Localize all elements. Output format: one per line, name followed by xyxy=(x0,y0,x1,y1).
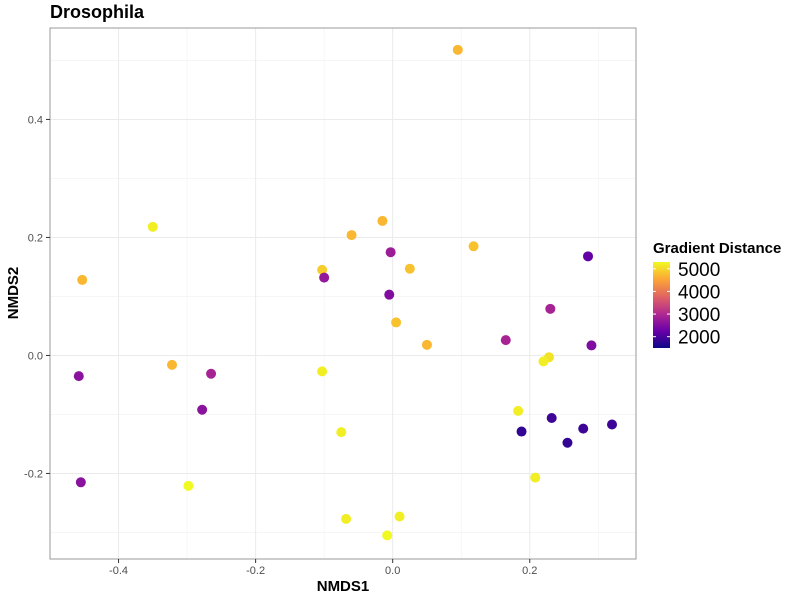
data-point xyxy=(341,513,352,524)
y-axis-title: NMDS2 xyxy=(5,267,22,320)
data-point xyxy=(546,412,557,423)
data-point xyxy=(545,303,556,314)
data-point xyxy=(147,221,158,232)
data-point xyxy=(197,404,208,415)
chart-title: Drosophila xyxy=(50,2,145,22)
minor-gridlines xyxy=(49,28,636,559)
data-point xyxy=(421,339,432,350)
x-tick-label: -0.4 xyxy=(109,565,128,577)
data-point xyxy=(382,530,393,541)
data-point xyxy=(183,480,194,491)
data-point xyxy=(336,427,347,438)
legend-label: 2000 xyxy=(678,328,720,349)
data-point xyxy=(513,405,524,416)
legend-title: Gradient Distance xyxy=(653,240,781,257)
plot-panel xyxy=(50,28,636,559)
data-point xyxy=(578,423,589,434)
data-point xyxy=(391,317,402,328)
data-points xyxy=(73,44,618,541)
data-point xyxy=(317,366,328,377)
data-point xyxy=(346,230,357,241)
data-point xyxy=(516,426,527,437)
data-point xyxy=(385,247,396,258)
legend-label: 5000 xyxy=(678,260,720,281)
data-point xyxy=(538,356,549,367)
data-point xyxy=(586,340,597,351)
data-point xyxy=(317,264,328,275)
data-point xyxy=(468,241,479,252)
x-tick-label: 0.2 xyxy=(522,565,537,577)
data-point xyxy=(77,274,88,285)
legend-colorbar xyxy=(653,262,670,348)
x-tick-label: 0.0 xyxy=(385,565,400,577)
plot-area xyxy=(49,27,637,560)
x-tick-label: -0.2 xyxy=(246,565,265,577)
data-point xyxy=(394,511,405,522)
legend-label: 4000 xyxy=(678,282,720,303)
x-axis: -0.4 -0.2 0.0 0.2 xyxy=(109,559,537,577)
y-tick-label: 0.4 xyxy=(28,114,43,126)
x-axis-title: NMDS1 xyxy=(317,578,370,595)
data-point xyxy=(377,215,388,226)
y-tick-label: -0.2 xyxy=(24,468,43,480)
plot-border xyxy=(49,27,637,560)
data-point xyxy=(500,335,511,346)
data-point xyxy=(206,368,217,379)
data-point xyxy=(384,289,395,300)
data-point xyxy=(319,272,330,283)
y-axis: -0.2 0.0 0.2 0.4 xyxy=(24,114,50,480)
data-point xyxy=(562,437,573,448)
data-point xyxy=(73,371,84,382)
data-point xyxy=(583,251,594,262)
data-point xyxy=(166,359,177,370)
legend-label: 3000 xyxy=(678,305,720,326)
y-tick-label: 0.2 xyxy=(28,232,43,244)
y-tick-label: 0.0 xyxy=(28,350,43,362)
data-point xyxy=(607,419,618,430)
data-point xyxy=(452,44,463,55)
data-point xyxy=(404,263,415,274)
data-point xyxy=(75,477,86,488)
data-point xyxy=(530,472,541,483)
